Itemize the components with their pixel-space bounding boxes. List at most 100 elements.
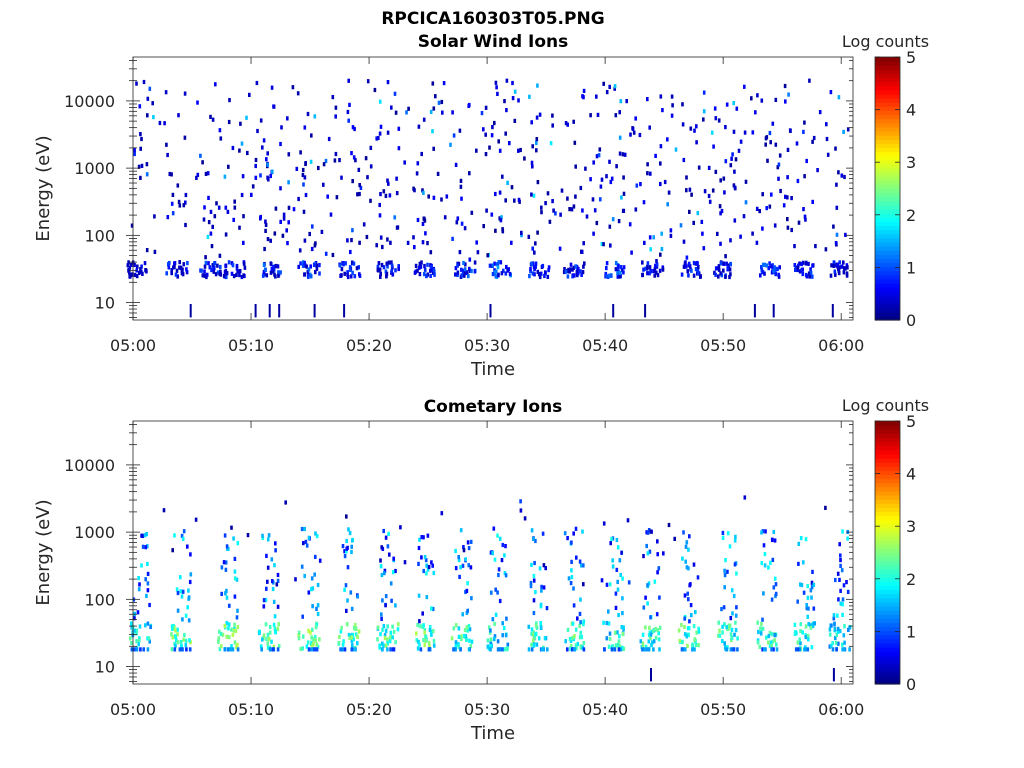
data-cell [618,110,621,115]
data-cell [764,136,768,141]
data-cell [491,617,495,622]
data-cell [761,270,765,275]
data-cell [578,559,582,564]
data-cell [641,641,645,646]
data-cell [314,554,317,559]
data-cell [318,263,321,268]
data-cell [652,647,655,652]
data-cell [718,628,721,633]
data-cell [216,263,219,268]
data-cell [223,174,227,179]
data-cell [303,238,307,243]
data-cell [429,265,433,270]
data-cell [824,247,828,252]
data-cell [655,270,658,275]
data-cell [239,121,242,126]
data-cell [304,192,308,198]
data-cell [625,99,628,104]
data-cell [767,266,770,271]
data-cell [775,642,778,647]
data-cell [840,264,844,269]
data-cell [722,261,725,266]
data-cell [138,636,141,641]
data-cell [338,634,341,639]
colorbar-segment [875,655,900,660]
data-cell [227,622,231,627]
data-cell [248,92,251,97]
data-cell [373,87,377,93]
data-cell [837,641,840,646]
data-cell [501,633,504,638]
data-cell [379,124,383,129]
colorbar-segment [875,457,900,463]
data-cell [551,113,554,118]
data-cell [377,261,381,266]
data-cell [490,133,494,138]
data-cell [562,269,566,275]
data-cell [809,625,813,630]
data-cell [389,581,393,586]
data-cell [504,271,508,276]
data-cell [205,272,209,277]
data-cell [266,632,270,637]
colorbar-segment [875,581,900,586]
data-cell [358,183,361,188]
data-cell [152,115,155,120]
x-tick-label: 05:20 [346,336,392,355]
data-cell [315,263,319,268]
colorbar-segment [875,233,900,239]
data-cell [505,108,508,113]
colorbar-segment [875,250,900,255]
data-cell [266,175,269,180]
data-cell [459,178,463,183]
data-cell [814,244,817,249]
data-cell [670,94,674,99]
data-cell [771,263,774,268]
data-cell [761,192,764,197]
data-cell [233,199,236,204]
data-cell [420,151,423,157]
data-cell [807,622,810,627]
data-cell [769,140,772,145]
data-cell [466,581,469,586]
data-cell [306,111,310,117]
data-cell [390,260,393,265]
data-cell [692,624,696,629]
data-cell [416,268,419,273]
data-cell [846,589,850,594]
data-cell [581,270,585,275]
y-axis-label: Energy (eV) [33,499,54,605]
data-cell [595,94,598,99]
data-cell [315,642,319,647]
data-cell [687,261,691,266]
data-cell [639,639,643,644]
data-cell [379,235,383,240]
data-cell [273,272,276,277]
data-cell [167,265,171,270]
data-cell [454,266,458,271]
data-cell [139,132,142,137]
data-cell [310,635,313,640]
data-cell [315,622,319,627]
data-cell [145,172,149,177]
data-cell [688,209,691,214]
data-cell [462,633,466,638]
x-tick-label: 05:20 [346,700,392,719]
data-cell [763,262,767,267]
data-cell [573,140,577,145]
data-cell [233,622,236,627]
data-cell [697,626,700,631]
data-cell [386,637,389,642]
data-cell [347,118,350,123]
data-cell [841,602,844,607]
data-cell [793,244,796,249]
data-cell [669,228,673,233]
data-cell [496,639,500,644]
data-cell [187,618,191,623]
data-cell [592,160,595,165]
data-cell [254,175,258,180]
data-cell [809,267,812,272]
data-cell [649,615,652,620]
data-cell [130,647,134,652]
data-cell [351,228,354,233]
